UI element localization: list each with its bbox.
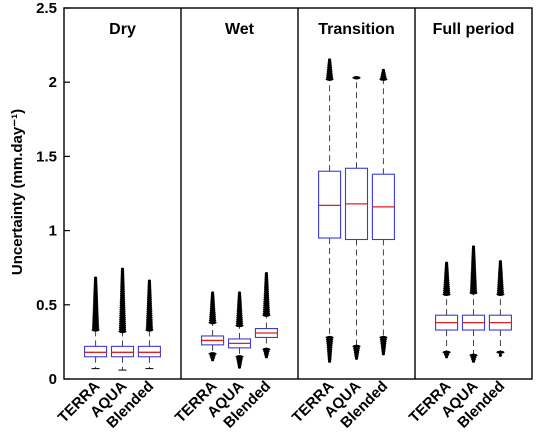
panel-title: Wet (225, 21, 255, 38)
upper-outliers (352, 76, 361, 80)
lower-outliers (469, 353, 478, 363)
upper-outliers (145, 279, 154, 332)
box-blended: Blended (337, 68, 395, 432)
panels: DryTERRAAQUABlendedWetTERRAAQUABlendedTr… (55, 8, 515, 432)
y-tick-label: 0 (49, 371, 57, 388)
iqr-box (137, 345, 161, 358)
upper-outliers (91, 276, 100, 332)
y-tick-label: 2 (49, 74, 57, 91)
lower-outliers (325, 335, 334, 363)
iqr-box (84, 345, 108, 358)
y-axis-label: Uncertainty (mm.day⁻¹) (9, 109, 26, 275)
panel-title: Dry (109, 21, 136, 38)
y-tick-label: 0.5 (36, 297, 57, 314)
upper-outliers (496, 260, 505, 297)
upper-outliers (469, 245, 478, 295)
lower-outliers (379, 335, 388, 356)
upper-outliers (379, 68, 388, 81)
upper-outliers (442, 261, 451, 297)
y-tick-label: 2.5 (36, 0, 57, 17)
lower-outliers (208, 352, 217, 362)
lower-outliers (352, 344, 361, 360)
upper-outliers (235, 291, 244, 328)
y-tick-label: 1.5 (36, 148, 57, 165)
iqr-box (318, 170, 342, 239)
box-aqua: AQUA (321, 76, 369, 421)
upper-outliers (118, 267, 127, 334)
panel-title: Transition (318, 21, 394, 38)
plot-frame (63, 7, 533, 380)
upper-outliers (262, 272, 271, 317)
panel-title: Full period (433, 21, 515, 38)
upper-outliers (325, 58, 334, 81)
lower-outliers (496, 350, 505, 357)
iqr-box (110, 345, 135, 358)
upper-outliers (208, 291, 217, 325)
y-tick-label: 1 (49, 223, 57, 240)
lower-outliers (235, 355, 244, 369)
y-axis: 0 0.5 1 1.5 2 2.5 (36, 0, 70, 388)
box-terra: TERRA (289, 58, 342, 426)
lower-outliers (262, 347, 271, 359)
lower-outliers (442, 350, 451, 359)
